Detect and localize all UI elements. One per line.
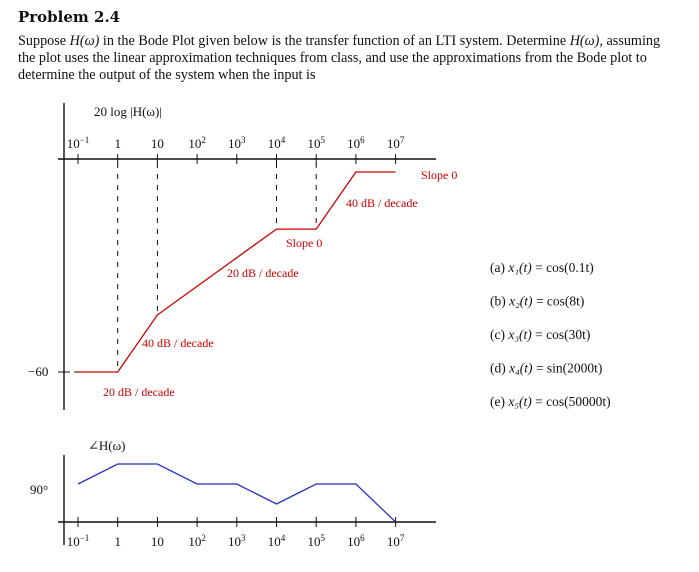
input-item: (e) x₅(t) = cos(50000t) [490, 394, 611, 409]
magnitude-axis-label: 20 log |H(ω)| [94, 104, 162, 119]
phase-x-tick-label: 107 [387, 533, 405, 549]
phase-series-line [77, 463, 397, 523]
magnitude-series-line [78, 171, 396, 373]
magnitude-annotation: 40 dB / decade [142, 336, 214, 350]
magnitude-annotation: 40 dB / decade [346, 196, 418, 210]
magnitude-x-tick-label: 103 [228, 135, 246, 151]
phase-x-tick-label: 10−1 [67, 533, 90, 549]
magnitude-x-tick-label: 104 [268, 135, 286, 151]
phase-x-tick-label: 102 [188, 533, 206, 549]
magnitude-plot: 20 log |H(ω)| 10−1 1 10 102 103 104 105 106 107 −6… [28, 103, 457, 410]
problem-title: Problem 2.4 [18, 8, 121, 26]
statement-transfer-function: H(ω) [569, 33, 600, 49]
statement-part: , assuming the plot uses the linear appr… [18, 33, 661, 83]
phase-y-tick-label: 90° [30, 482, 48, 497]
magnitude-x-tick-label: 10 [151, 136, 164, 151]
magnitude-x-tick-label: 10−1 [67, 135, 90, 151]
magnitude-annotation: Slope 0 [421, 168, 457, 182]
magnitude-y-tick-label: −60 [28, 364, 48, 379]
input-item: (d) x₄(t) = sin(2000t) [490, 361, 602, 376]
statement-transfer-function: H(ω) [69, 33, 100, 49]
phase-x-tick-label: 103 [228, 533, 246, 549]
magnitude-annotation: 20 dB / decade [103, 385, 175, 399]
magnitude-annotation: Slope 0 [286, 236, 322, 250]
phase-x-tick-label: 105 [307, 533, 325, 549]
magnitude-x-tick-label: 105 [307, 135, 325, 151]
magnitude-annotation: 20 dB / decade [227, 266, 299, 280]
magnitude-x-tick-label: 1 [114, 136, 121, 151]
input-list: (a) x₁(t) = cos(0.1t) (b) x₂(t) = cos(8t)… [490, 260, 611, 409]
statement-part: in the Bode Plot given below is the tran… [99, 33, 570, 49]
magnitude-x-tick-label: 102 [188, 135, 206, 151]
problem-statement: Suppose H(ω) in the Bode Plot given belo… [18, 33, 678, 84]
magnitude-x-tick-label: 106 [347, 135, 365, 151]
phase-axis-label: ∠H(ω) [88, 438, 126, 453]
phase-x-tick-label: 1 [114, 534, 121, 549]
statement-part: Suppose [18, 33, 70, 49]
phase-x-tick-label: 106 [347, 533, 365, 549]
phase-x-tick-label: 104 [268, 533, 286, 549]
phase-plot: ∠H(ω) 10−1 1 10 102 103 104 105 106 107 90° [30, 438, 436, 549]
input-item: (a) x₁(t) = cos(0.1t) [490, 260, 594, 275]
input-item: (b) x₂(t) = cos(8t) [490, 294, 584, 309]
phase-x-tick-label: 10 [151, 534, 164, 549]
input-item: (c) x₃(t) = cos(30t) [490, 327, 590, 342]
magnitude-x-tick-label: 107 [387, 135, 405, 151]
